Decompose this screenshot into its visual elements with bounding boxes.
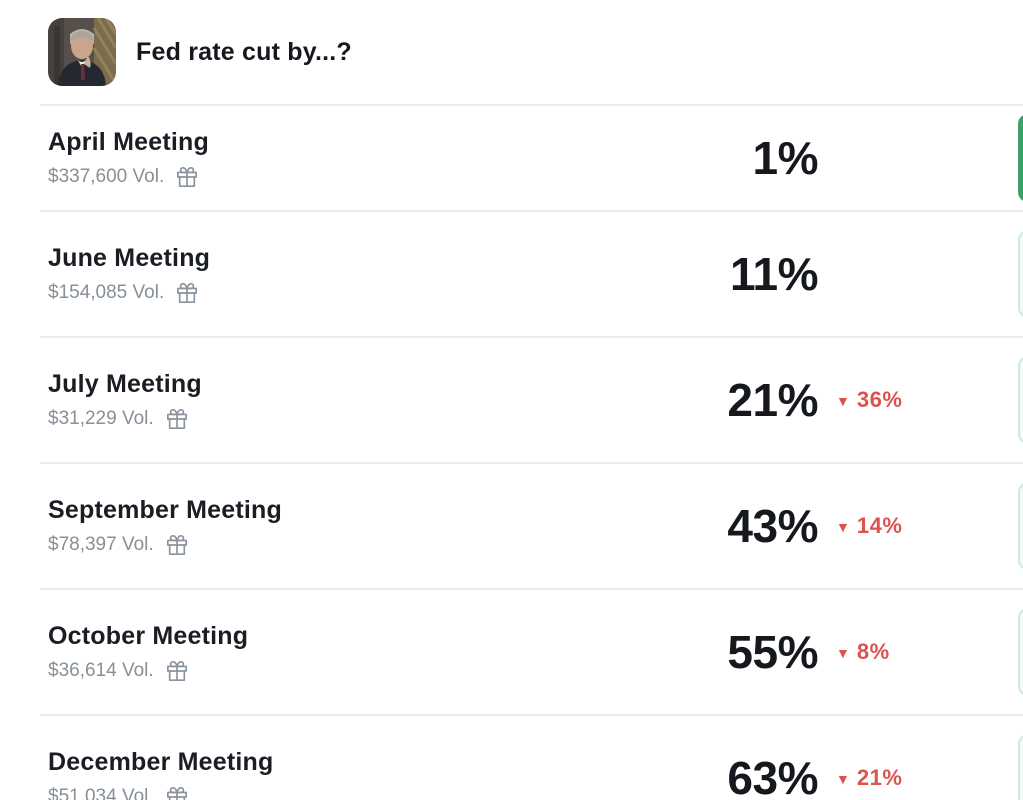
market-name: April Meeting bbox=[48, 128, 209, 156]
buy-yes-button[interactable] bbox=[1018, 356, 1023, 444]
market-row-july[interactable]: July Meeting $31,229 Vol. 21% ▼ 36% bbox=[0, 338, 1023, 462]
event-avatar[interactable] bbox=[48, 18, 116, 86]
gift-icon[interactable] bbox=[166, 408, 188, 430]
market-name: July Meeting bbox=[48, 370, 202, 398]
row-divider bbox=[40, 336, 1023, 338]
market-name: September Meeting bbox=[48, 496, 283, 524]
gift-icon[interactable] bbox=[176, 166, 198, 188]
row-divider bbox=[40, 588, 1023, 590]
powell-photo-illustration bbox=[48, 18, 116, 86]
buy-yes-button[interactable] bbox=[1018, 608, 1023, 696]
down-arrow-icon: ▼ bbox=[836, 771, 850, 787]
down-arrow-icon: ▼ bbox=[836, 393, 850, 409]
buy-yes-button[interactable] bbox=[1018, 114, 1023, 202]
change-value: 14% bbox=[856, 513, 903, 538]
buy-yes-button[interactable] bbox=[1018, 734, 1023, 800]
change-value: 36% bbox=[856, 387, 903, 412]
gift-icon[interactable] bbox=[176, 282, 198, 304]
market-volume: $78,397 Vol. bbox=[48, 534, 154, 555]
row-divider bbox=[40, 462, 1023, 464]
chance-value: 55% bbox=[727, 626, 818, 678]
row-divider bbox=[40, 714, 1023, 716]
event-title: Fed rate cut by...? bbox=[136, 37, 352, 66]
market-row-september[interactable]: September Meeting $78,397 Vol. 43% ▼ 14% bbox=[0, 464, 1023, 588]
chance-value: 63% bbox=[727, 752, 818, 800]
buy-yes-button[interactable] bbox=[1018, 482, 1023, 570]
market-volume: $36,614 Vol. bbox=[48, 660, 154, 681]
market-row-april[interactable]: April Meeting $337,600 Vol. 1% bbox=[0, 106, 1023, 210]
gift-icon[interactable] bbox=[166, 660, 188, 682]
market-row-june[interactable]: June Meeting $154,085 Vol. 11% bbox=[0, 212, 1023, 336]
change-value: 8% bbox=[856, 639, 890, 664]
row-divider bbox=[40, 210, 1023, 212]
chance-value: 21% bbox=[727, 374, 818, 426]
down-arrow-icon: ▼ bbox=[836, 645, 850, 661]
market-name: June Meeting bbox=[48, 244, 211, 272]
market-volume: $337,600 Vol. bbox=[48, 166, 165, 187]
event-header: Fed rate cut by...? bbox=[0, 0, 1023, 104]
market-volume: $154,085 Vol. bbox=[48, 282, 165, 303]
market-row-october[interactable]: October Meeting $36,614 Vol. 55% ▼ 8% bbox=[0, 590, 1023, 714]
market-name: October Meeting bbox=[48, 622, 249, 650]
chance-value: 11% bbox=[729, 248, 819, 300]
chance-value: 43% bbox=[727, 500, 818, 552]
chance-value: 1% bbox=[752, 132, 819, 184]
market-volume: $51,034 Vol. bbox=[48, 786, 154, 800]
market-volume: $31,229 Vol. bbox=[48, 408, 154, 429]
gift-icon[interactable] bbox=[166, 786, 188, 800]
buy-yes-button[interactable] bbox=[1018, 230, 1023, 318]
row-divider bbox=[40, 104, 1023, 106]
market-row-december[interactable]: December Meeting $51,034 Vol. 63% ▼ 21% bbox=[0, 716, 1023, 800]
down-arrow-icon: ▼ bbox=[836, 519, 850, 535]
gift-icon[interactable] bbox=[166, 534, 188, 556]
change-value: 21% bbox=[856, 765, 903, 790]
market-name: December Meeting bbox=[48, 748, 274, 776]
